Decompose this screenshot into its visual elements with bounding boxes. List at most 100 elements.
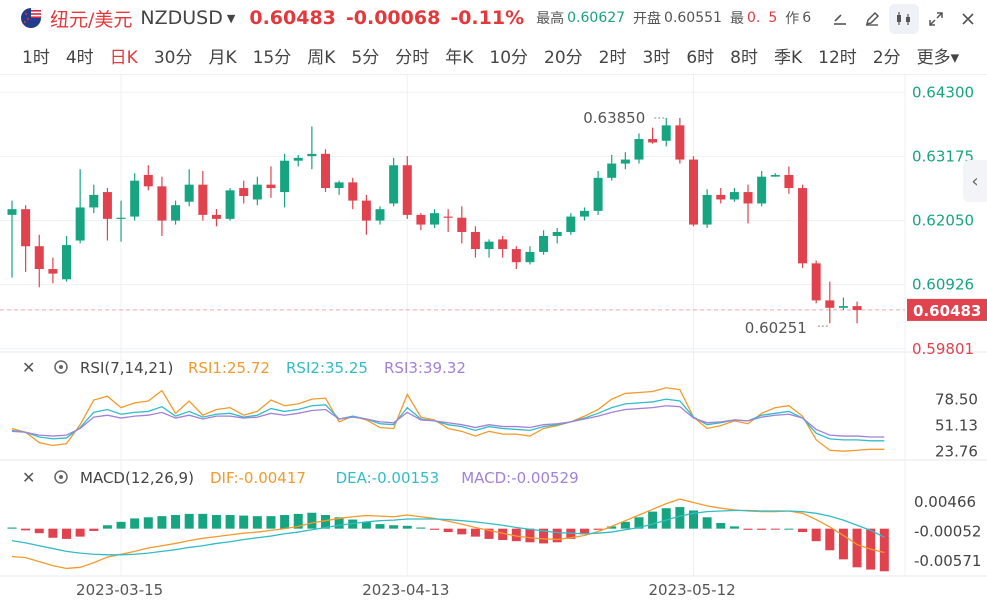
period-tab-13[interactable]: 3时 (642, 47, 671, 68)
period-tab-9[interactable]: 年K (445, 47, 474, 68)
macd-bar (634, 517, 644, 529)
candle-body (389, 165, 399, 204)
candle-body (838, 306, 848, 308)
period-tab-3[interactable]: 30分 (153, 47, 193, 68)
macd-bar (607, 526, 617, 529)
period-tab-4[interactable]: 月K (208, 47, 237, 68)
last-price: 0.60483 (249, 7, 336, 29)
drawing-icon[interactable] (825, 4, 855, 34)
period-tab-1[interactable]: 4时 (65, 47, 94, 68)
candle-body (157, 186, 167, 221)
macd-bar (239, 515, 249, 529)
period-tab-0[interactable]: 1时 (22, 47, 50, 68)
candle-body (402, 165, 412, 215)
period-tab-5[interactable]: 15分 (252, 47, 292, 68)
candle-body (648, 139, 658, 143)
price-change-pct: -0.11% (450, 7, 525, 29)
candle-body (607, 163, 617, 178)
macd-bar (811, 528, 821, 542)
pencil-icon[interactable] (857, 4, 887, 34)
period-tab-14[interactable]: 6时 (686, 47, 715, 68)
period-tab-18[interactable]: 2分 (872, 47, 901, 68)
period-tabs: 1时 4时 日K 30分 月K 15分 周K 5分 分时 年K 10分 20分 2时 3时 6时 8时 季K 12… (0, 36, 987, 75)
macd-bar (402, 525, 412, 529)
open-label: 开盘 (633, 11, 662, 27)
candle-body (661, 125, 671, 141)
period-tab-7[interactable]: 5分 (351, 47, 380, 68)
macd-bar (443, 528, 453, 533)
period-tab-16[interactable]: 季K (773, 47, 803, 68)
candle-body (280, 160, 290, 193)
period-tab-11[interactable]: 20分 (544, 47, 583, 68)
close-icon: ✕ (22, 468, 35, 487)
open-value: 0.60551 (664, 10, 722, 26)
toolbar (825, 4, 983, 34)
candle-body (729, 192, 739, 200)
date-tick-label: 2023-05-12 (649, 581, 736, 599)
close-icon[interactable] (953, 4, 983, 34)
price-tick-label: 0.60926 (912, 276, 974, 294)
dea-line (11, 509, 885, 556)
macd-bar (293, 513, 303, 529)
candle-body (566, 216, 576, 232)
macd-bar (825, 528, 835, 551)
period-tab-19[interactable]: 更多▾ (916, 47, 960, 68)
macd-bar (116, 521, 126, 529)
macd-bar (702, 517, 712, 529)
settings-icon-dot (59, 365, 63, 369)
macd-legend-1: DIF:-0.00417 (210, 469, 306, 487)
price-tick-label: 0.62050 (912, 212, 974, 230)
period-tab-2[interactable]: 日K (109, 47, 138, 68)
date-tick-label: 2023-03-15 (76, 581, 163, 599)
macd-bar (525, 528, 535, 543)
candle-body (21, 209, 31, 247)
candle-body (34, 246, 44, 270)
period-tab-10[interactable]: 10分 (489, 47, 529, 68)
candle-body (484, 241, 494, 250)
period-tab-12[interactable]: 2时 (598, 47, 627, 68)
macd-bar (266, 516, 276, 529)
candle-icon[interactable] (889, 4, 919, 34)
macd-bar (320, 515, 330, 529)
macd-bar (852, 528, 862, 568)
price-tag-label: 0.60483 (913, 302, 981, 320)
macd-bar (34, 528, 44, 534)
period-tab-6[interactable]: 周K (307, 47, 336, 68)
candle-body (211, 214, 221, 219)
candle-body (307, 153, 317, 157)
macd-bar (157, 516, 167, 529)
candle-body (852, 306, 862, 311)
fullscreen-icon[interactable] (921, 4, 951, 34)
flag-icon (20, 7, 42, 29)
candle-body (171, 205, 181, 221)
candle-body (48, 269, 58, 274)
macd-bar (416, 527, 426, 529)
period-tab-8[interactable]: 分时 (395, 47, 430, 68)
macd-bar (171, 515, 181, 529)
macd-bar (252, 516, 262, 529)
close-icon: ✕ (22, 358, 35, 377)
candle-body (784, 174, 794, 189)
side-arrow-icon[interactable]: ‹ (963, 160, 987, 202)
low-value: 0. (746, 10, 761, 26)
macd-bar (539, 528, 549, 544)
candle-body (470, 231, 480, 250)
macd-bar (75, 528, 85, 537)
period-tab-15[interactable]: 8时 (730, 47, 758, 68)
period-tab-17[interactable]: 12时 (818, 47, 857, 68)
candle-body (143, 174, 153, 187)
rsi-line-1 (11, 387, 885, 452)
symbol-select[interactable]: NZDUSD (140, 7, 223, 29)
low-label: 最 (729, 11, 744, 27)
macd-bar (375, 524, 385, 529)
macd-bar (675, 507, 685, 529)
candle-body (130, 180, 140, 217)
high-value: 0.60627 (567, 10, 626, 26)
candle-body (498, 239, 508, 250)
candle-body (702, 194, 712, 225)
chevron-down-icon[interactable]: ▼ (226, 11, 236, 25)
macd-bar (280, 515, 290, 529)
candle-body (634, 139, 644, 160)
settings-icon (54, 470, 68, 484)
candle-body (811, 263, 821, 301)
